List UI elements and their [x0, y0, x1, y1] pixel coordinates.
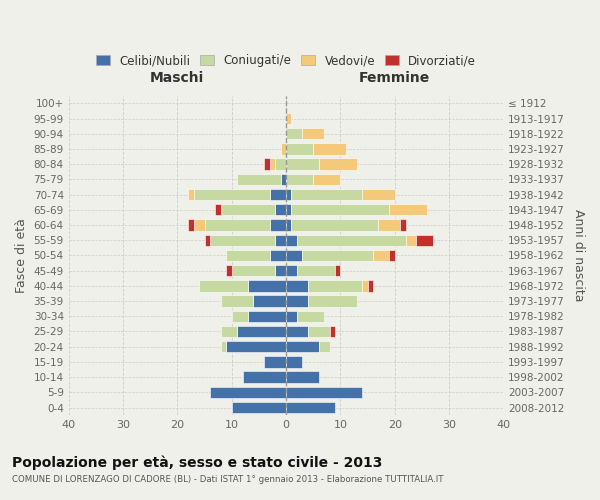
Bar: [265, 158, 270, 170]
Bar: [237, 326, 286, 337]
Bar: [286, 265, 297, 276]
Bar: [253, 296, 286, 307]
Bar: [265, 356, 286, 368]
Text: Maschi: Maschi: [150, 71, 205, 85]
Bar: [329, 326, 335, 337]
Bar: [286, 143, 313, 154]
Bar: [313, 143, 346, 154]
Bar: [286, 189, 292, 200]
Bar: [308, 280, 362, 291]
Bar: [270, 158, 275, 170]
Bar: [205, 234, 210, 246]
Bar: [226, 341, 286, 352]
Bar: [286, 326, 308, 337]
Bar: [292, 220, 379, 230]
Y-axis label: Anni di nascita: Anni di nascita: [572, 209, 585, 302]
Bar: [210, 234, 275, 246]
Bar: [286, 402, 335, 413]
Bar: [286, 341, 319, 352]
Bar: [232, 402, 286, 413]
Bar: [205, 220, 270, 230]
Bar: [335, 265, 340, 276]
Bar: [215, 204, 221, 216]
Bar: [248, 310, 286, 322]
Bar: [302, 250, 373, 261]
Bar: [210, 386, 286, 398]
Bar: [406, 234, 416, 246]
Bar: [232, 310, 248, 322]
Bar: [226, 250, 270, 261]
Text: Popolazione per età, sesso e stato civile - 2013: Popolazione per età, sesso e stato civil…: [12, 455, 382, 469]
Bar: [286, 204, 292, 216]
Bar: [286, 250, 302, 261]
Bar: [362, 280, 368, 291]
Bar: [188, 220, 194, 230]
Bar: [308, 326, 329, 337]
Bar: [275, 234, 286, 246]
Bar: [281, 174, 286, 185]
Bar: [297, 310, 324, 322]
Bar: [188, 189, 194, 200]
Bar: [286, 386, 362, 398]
Bar: [286, 220, 292, 230]
Text: COMUNE DI LORENZAGO DI CADORE (BL) - Dati ISTAT 1° gennaio 2013 - Elaborazione T: COMUNE DI LORENZAGO DI CADORE (BL) - Dat…: [12, 475, 443, 484]
Bar: [286, 113, 292, 124]
Bar: [275, 265, 286, 276]
Bar: [270, 189, 286, 200]
Bar: [362, 189, 395, 200]
Bar: [286, 310, 297, 322]
Legend: Celibi/Nubili, Coniugati/e, Vedovi/e, Divorziati/e: Celibi/Nubili, Coniugati/e, Vedovi/e, Di…: [92, 50, 479, 70]
Bar: [302, 128, 324, 140]
Bar: [275, 204, 286, 216]
Bar: [275, 158, 286, 170]
Bar: [270, 250, 286, 261]
Bar: [286, 356, 302, 368]
Bar: [373, 250, 389, 261]
Bar: [286, 174, 313, 185]
Bar: [319, 341, 329, 352]
Bar: [248, 280, 286, 291]
Bar: [286, 234, 297, 246]
Bar: [313, 174, 340, 185]
Bar: [194, 220, 205, 230]
Bar: [400, 220, 406, 230]
Bar: [270, 220, 286, 230]
Bar: [242, 372, 286, 383]
Bar: [232, 265, 275, 276]
Text: Femmine: Femmine: [359, 71, 430, 85]
Bar: [286, 158, 319, 170]
Bar: [286, 128, 302, 140]
Bar: [389, 250, 395, 261]
Bar: [237, 174, 281, 185]
Bar: [297, 234, 406, 246]
Bar: [308, 296, 357, 307]
Bar: [286, 296, 308, 307]
Bar: [226, 265, 232, 276]
Bar: [221, 296, 253, 307]
Bar: [297, 265, 335, 276]
Bar: [221, 204, 275, 216]
Bar: [416, 234, 433, 246]
Bar: [379, 220, 400, 230]
Bar: [194, 189, 270, 200]
Bar: [286, 372, 319, 383]
Bar: [221, 326, 237, 337]
Bar: [292, 189, 362, 200]
Bar: [221, 341, 226, 352]
Bar: [319, 158, 357, 170]
Y-axis label: Fasce di età: Fasce di età: [15, 218, 28, 293]
Bar: [281, 143, 286, 154]
Bar: [199, 280, 248, 291]
Bar: [286, 280, 308, 291]
Bar: [389, 204, 427, 216]
Bar: [292, 204, 389, 216]
Bar: [368, 280, 373, 291]
